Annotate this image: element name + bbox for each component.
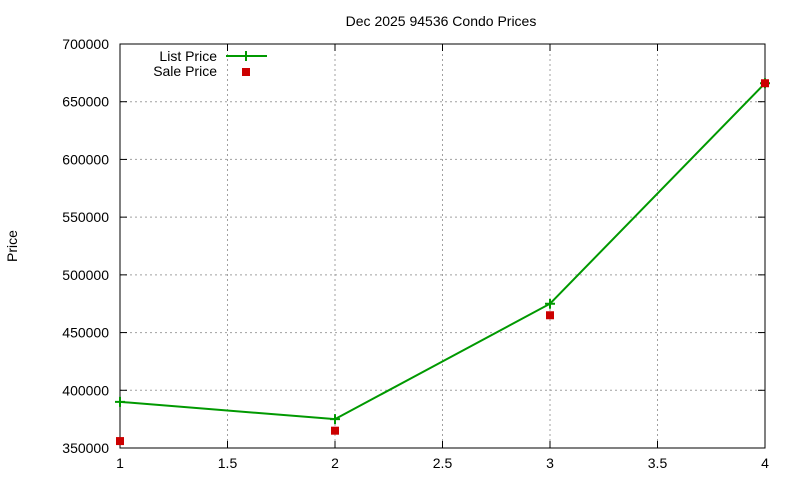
y-tick-label: 500000 bbox=[62, 267, 109, 283]
x-tick-label: 3 bbox=[546, 455, 554, 471]
list-price-point bbox=[330, 414, 340, 425]
list-price-point bbox=[115, 396, 125, 407]
y-tick-label: 650000 bbox=[62, 94, 109, 110]
y-tick-label: 350000 bbox=[62, 440, 109, 456]
sale-price-point bbox=[116, 437, 124, 446]
x-tick-label: 3.5 bbox=[648, 455, 668, 471]
sale-price-point bbox=[761, 79, 769, 88]
x-tick-label: 2 bbox=[331, 455, 339, 471]
y-tick-label: 400000 bbox=[62, 382, 109, 398]
series-layer bbox=[115, 78, 770, 446]
x-tick-label: 4 bbox=[761, 455, 769, 471]
legend-marker-sale-price bbox=[242, 68, 250, 76]
y-axis-label: Price bbox=[4, 230, 20, 262]
legend-label-list-price: List Price bbox=[159, 48, 217, 64]
axis-ticks: 350000 400000 450000 500000 550000 600000 6500… bbox=[62, 36, 769, 471]
x-tick-label: 1.5 bbox=[218, 455, 238, 471]
list-price-point bbox=[545, 298, 555, 309]
legend-marker-list-price bbox=[241, 51, 251, 61]
legend-label-sale-price: Sale Price bbox=[153, 63, 217, 79]
list-price-line bbox=[119, 82, 766, 421]
y-tick-label: 450000 bbox=[62, 325, 109, 341]
chart-title: Dec 2025 94536 Condo Prices bbox=[346, 13, 537, 29]
y-tick-label: 700000 bbox=[62, 36, 109, 52]
x-tick-label: 1 bbox=[116, 455, 124, 471]
y-tick-label: 550000 bbox=[62, 209, 109, 225]
sale-price-point bbox=[546, 311, 554, 320]
y-tick-label: 600000 bbox=[62, 151, 109, 167]
grid-lines bbox=[120, 44, 765, 448]
sale-price-point bbox=[331, 426, 339, 435]
x-tick-label: 2.5 bbox=[433, 455, 453, 471]
